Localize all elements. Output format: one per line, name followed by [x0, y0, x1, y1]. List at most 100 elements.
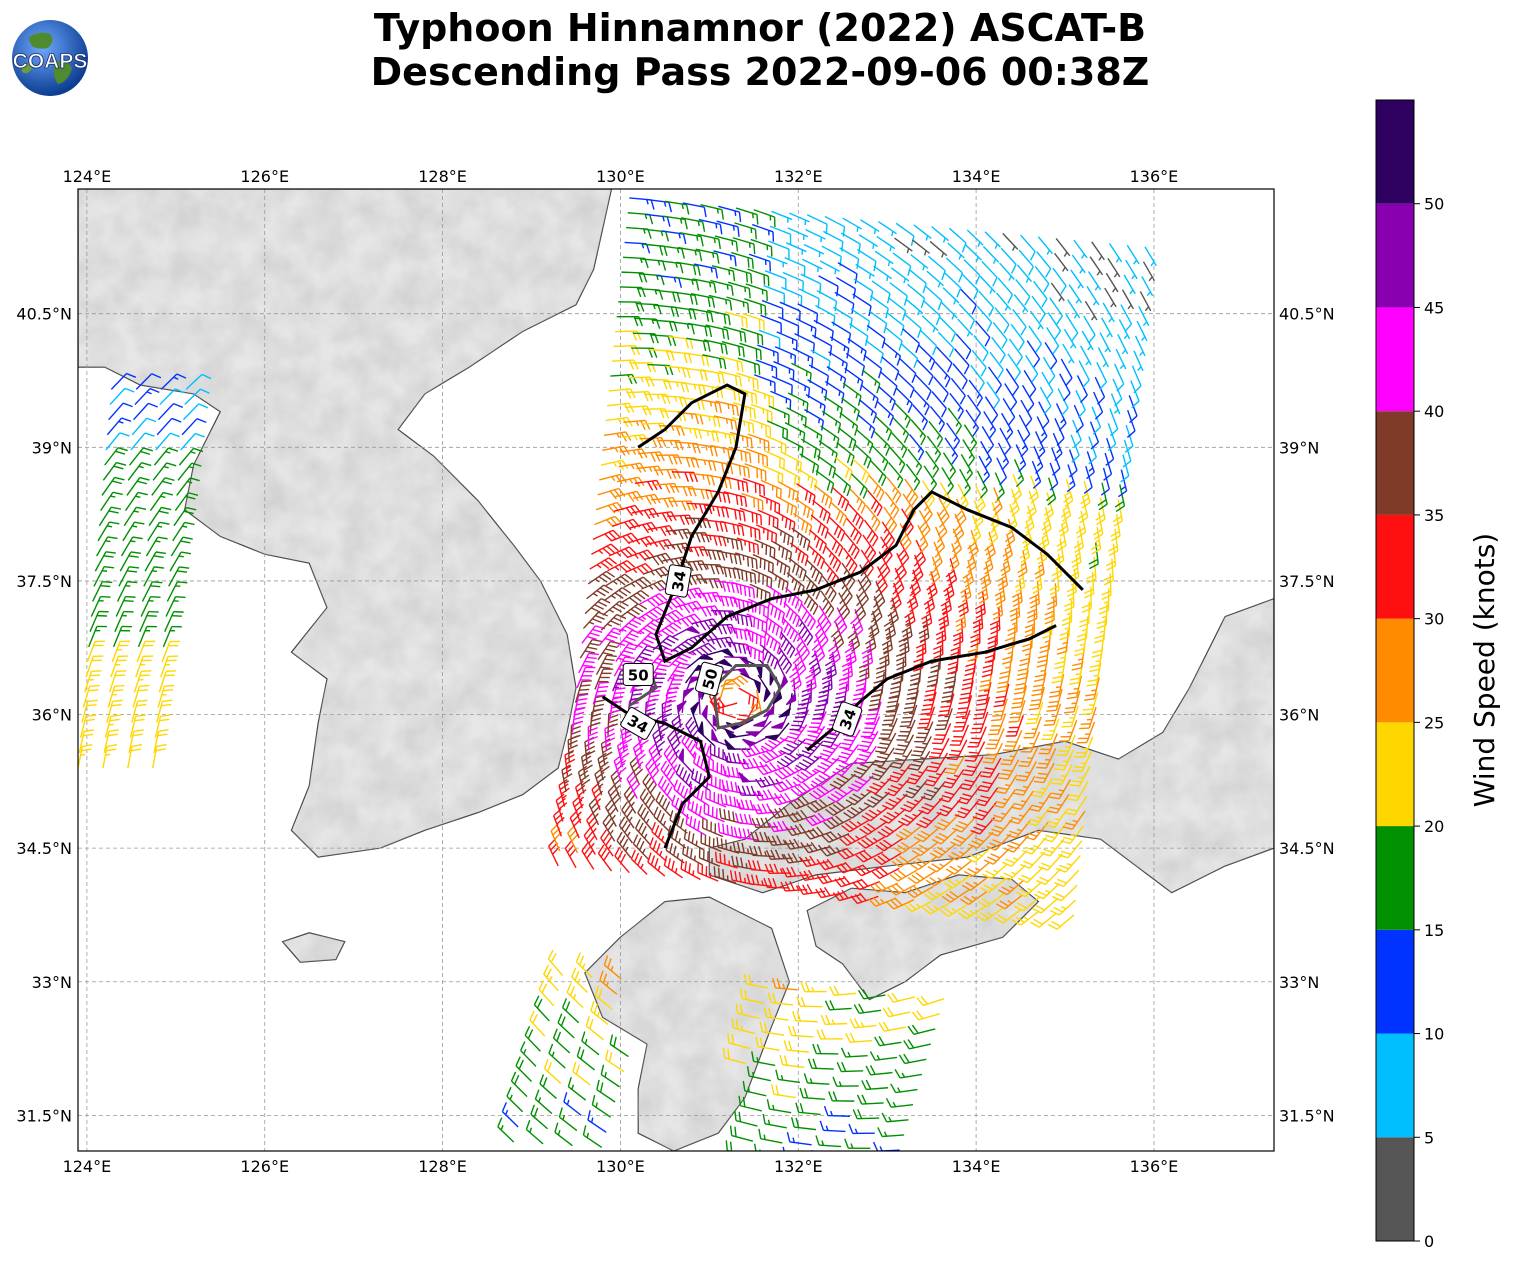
- wind-barb: [1107, 257, 1121, 278]
- wind-barb: [655, 791, 672, 818]
- wind-barb: [708, 294, 733, 311]
- wind-barb: [587, 570, 616, 585]
- wind-barb: [1136, 320, 1148, 342]
- wind-barb: [722, 505, 746, 522]
- wind-barb: [1084, 677, 1100, 701]
- wind-barb: [594, 767, 606, 796]
- wind-barb: [818, 275, 839, 297]
- wind-barb: [731, 855, 756, 871]
- wind-barb: [781, 286, 803, 307]
- wind-barb: [902, 328, 920, 354]
- wind-barb: [929, 406, 946, 433]
- wind-barb: [800, 438, 821, 461]
- wind-barb: [600, 459, 629, 470]
- wind-barb: [626, 770, 641, 799]
- lat-tick-label-left: 33°N: [32, 973, 72, 992]
- wind-barb: [831, 486, 850, 512]
- wind-barb: [1015, 881, 1042, 898]
- wind-barb: [855, 428, 874, 454]
- wind-barb: [907, 871, 936, 885]
- wind-barb: [722, 1047, 746, 1065]
- wind-barb: [1017, 550, 1028, 578]
- wind-barb: [934, 813, 960, 831]
- wind-barb: [779, 1054, 805, 1068]
- wind-barb: [999, 262, 1015, 281]
- wind-barb: [554, 1122, 573, 1147]
- wind-barb: [855, 263, 875, 279]
- wind-barb: [586, 812, 598, 840]
- wind-barb: [727, 1032, 751, 1050]
- wind-barb: [743, 642, 765, 663]
- wind-barb: [1075, 389, 1086, 418]
- wind-barb: [753, 1143, 761, 1151]
- wind-barb: [1088, 542, 1099, 570]
- wind-barb: [803, 243, 825, 258]
- wind-barb: [961, 274, 979, 300]
- wind-barb: [1017, 429, 1029, 458]
- wind-barb: [697, 233, 721, 250]
- wind-barb: [905, 765, 929, 785]
- wind-barb: [839, 834, 868, 846]
- lon-tick-label-bottom: 128°E: [418, 1157, 467, 1176]
- wind-barb: [1002, 850, 1028, 867]
- wind-barb: [1051, 447, 1061, 476]
- wind-barb: [721, 779, 746, 795]
- wind-barb: [534, 1089, 553, 1115]
- wind-barb: [929, 240, 948, 258]
- wind-barb: [703, 803, 725, 823]
- wind-barb: [819, 260, 840, 275]
- wind-barb: [1057, 388, 1069, 417]
- wind-barb: [844, 532, 860, 560]
- wind-barb: [1036, 868, 1062, 886]
- wind-barb: [650, 496, 679, 508]
- lat-tick-label-right: 40.5°N: [1279, 305, 1335, 324]
- wind-barb: [751, 1051, 776, 1067]
- wind-barb: [878, 551, 891, 579]
- wind-barb: [716, 837, 740, 854]
- wind-barb: [1048, 673, 1065, 698]
- wind-barb: [931, 723, 952, 745]
- wind-barb: [1011, 474, 1022, 503]
- wind-barb: [1091, 406, 1102, 435]
- lat-tick-label-left: 39°N: [32, 438, 72, 457]
- wind-barb: [781, 616, 799, 643]
- wind-barb: [602, 600, 629, 616]
- wind-barb: [709, 744, 732, 764]
- wind-barb: [1041, 371, 1054, 400]
- wind-barb: [828, 1091, 855, 1102]
- colorbar-tick-label: 45: [1424, 298, 1444, 317]
- wind-barb: [1008, 338, 1023, 366]
- wind-barb: [667, 729, 681, 758]
- wind-barb: [723, 326, 747, 343]
- wind-barb: [868, 475, 885, 502]
- wind-barb: [716, 220, 740, 237]
- wind-barb: [865, 339, 884, 364]
- wind-barb: [1051, 884, 1078, 902]
- wind-barb: [981, 863, 1008, 879]
- wind-barb: [1056, 523, 1067, 552]
- wind-barb: [1084, 300, 1098, 321]
- wind-barb: [890, 582, 902, 611]
- wind-barb: [623, 419, 651, 431]
- wind-barb: [817, 605, 832, 633]
- wind-barb: [835, 861, 864, 874]
- wind-barb: [1033, 280, 1048, 308]
- wind-barb: [952, 709, 971, 732]
- wind-barb: [783, 601, 801, 628]
- wind-barb: [1089, 256, 1104, 276]
- wind-barb: [958, 303, 976, 330]
- wind-barb: [733, 827, 759, 841]
- wind-barb: [1076, 375, 1088, 404]
- wind-barb: [894, 237, 913, 254]
- wind-barb: [993, 683, 1010, 708]
- wind-barb: [884, 326, 903, 351]
- wind-barb: [582, 1125, 603, 1149]
- wind-barb: [955, 695, 973, 719]
- wind-barb: [654, 468, 681, 480]
- wind-barb: [967, 394, 982, 422]
- wind-barb: [899, 704, 918, 728]
- wind-barb: [1074, 631, 1087, 657]
- wind-barb: [976, 470, 988, 499]
- wind-barb: [825, 801, 853, 816]
- wind-barb: [1054, 749, 1075, 771]
